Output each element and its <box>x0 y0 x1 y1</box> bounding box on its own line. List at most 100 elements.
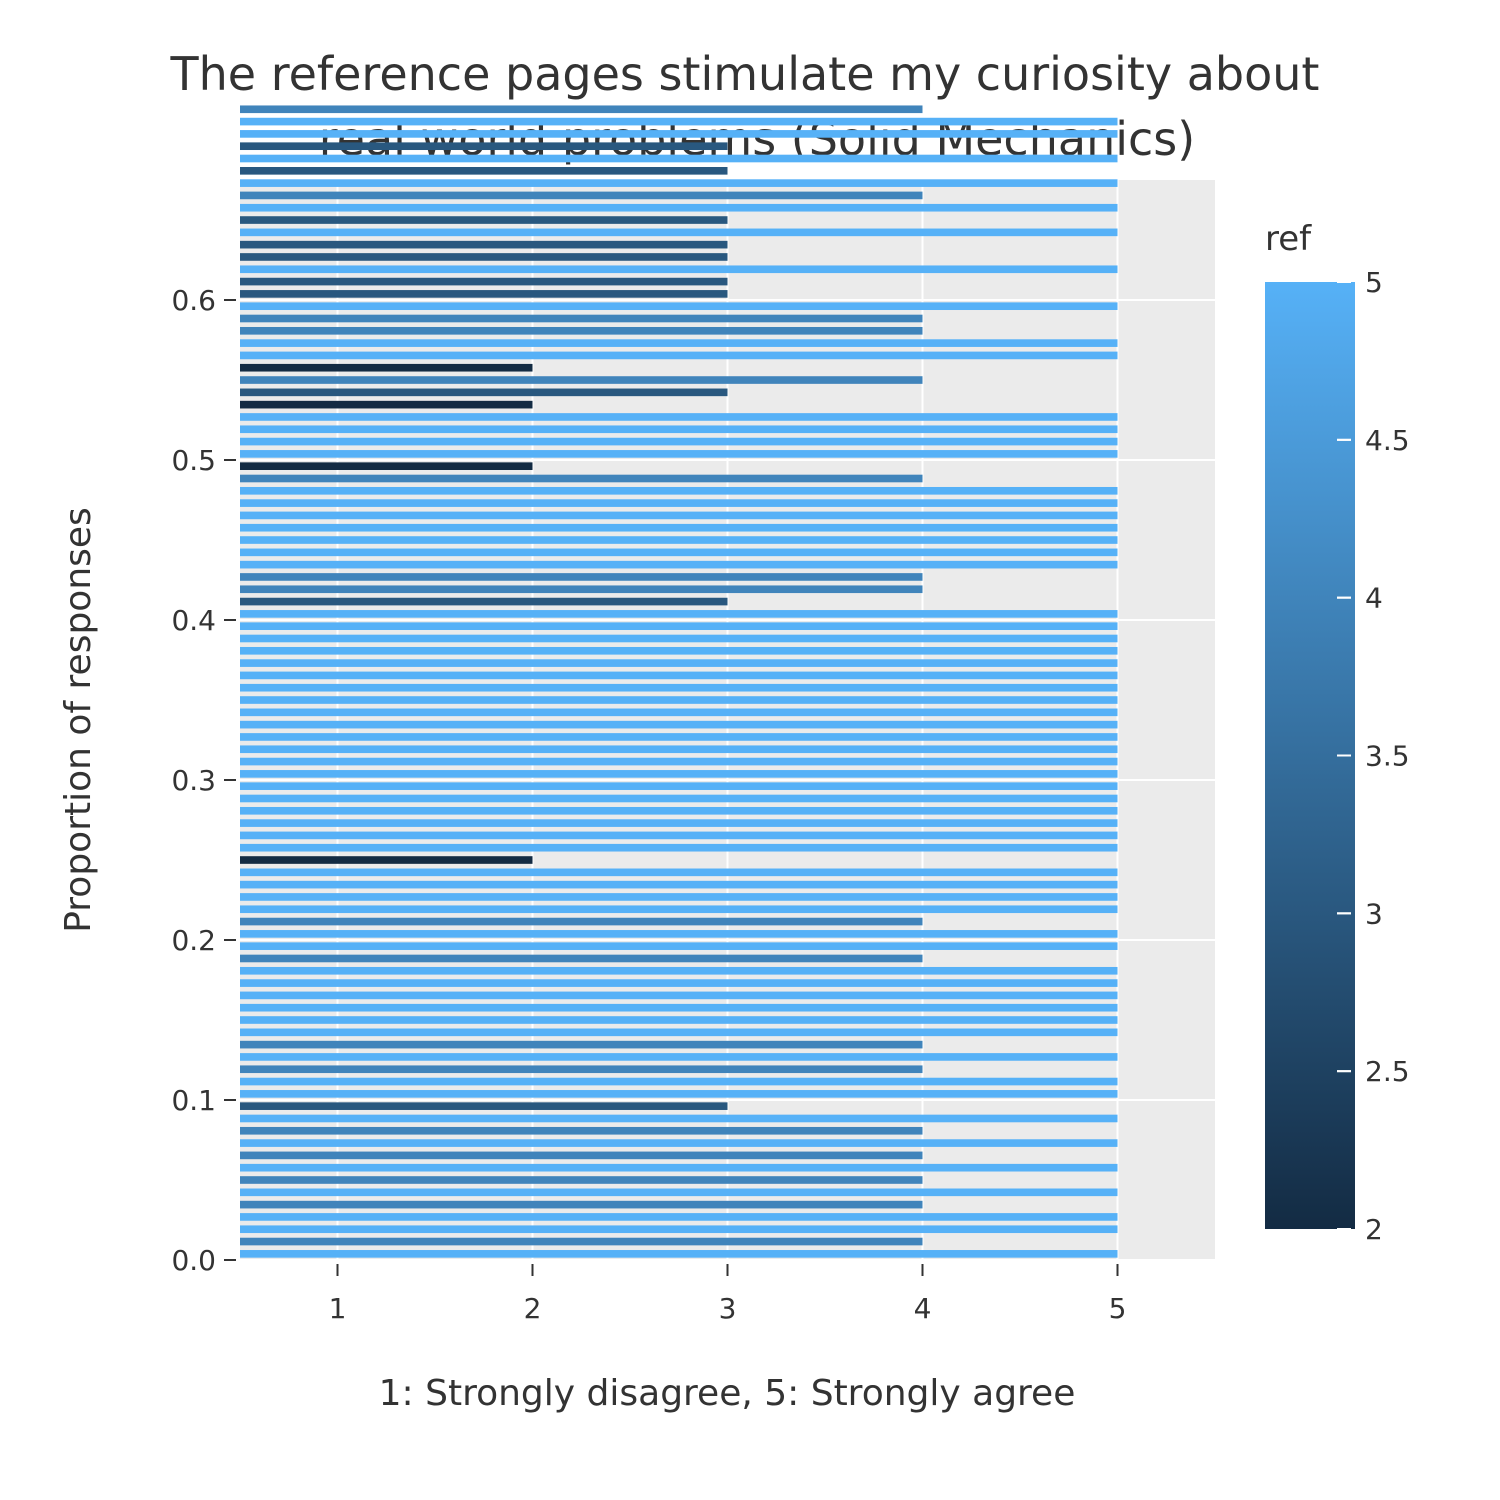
x-tick-label: 3 <box>719 1292 737 1325</box>
bar <box>240 536 1118 544</box>
bar <box>240 831 1118 840</box>
bar <box>240 770 1118 778</box>
bar <box>240 585 923 594</box>
x-tick-label: 1 <box>329 1292 347 1325</box>
bar <box>240 437 1118 446</box>
bar <box>240 1126 923 1135</box>
bar <box>240 745 1118 754</box>
x-tick-label: 5 <box>1109 1292 1127 1325</box>
bar <box>240 179 1118 187</box>
x-tick-label: 4 <box>914 1292 932 1325</box>
bar <box>240 1102 728 1110</box>
bar <box>240 843 1118 852</box>
bar <box>240 203 1118 212</box>
chart-title-line-1: The reference pages stimulate my curiosi… <box>170 47 1320 101</box>
bar <box>240 166 728 175</box>
bar <box>240 720 1118 729</box>
bar <box>240 216 728 224</box>
bars <box>240 105 1118 1258</box>
bar <box>240 339 1118 347</box>
bar <box>240 794 1118 803</box>
bar <box>240 868 1118 877</box>
bar <box>240 326 923 335</box>
bar <box>240 597 728 606</box>
bar <box>240 413 1118 421</box>
bar <box>240 1213 1118 1221</box>
bar <box>240 1200 923 1209</box>
bar <box>240 290 728 298</box>
bar <box>240 105 923 114</box>
bar <box>240 659 1118 667</box>
bar <box>240 622 1118 630</box>
bar <box>240 1003 1118 1012</box>
bar <box>240 671 1118 680</box>
bar <box>240 954 923 963</box>
bar <box>240 450 1118 458</box>
bar <box>240 462 533 471</box>
bar <box>240 351 1118 360</box>
bar <box>240 708 1118 717</box>
bar <box>240 1077 1118 1086</box>
bar <box>240 523 1118 532</box>
bar <box>240 1016 1118 1024</box>
bar <box>240 646 1118 655</box>
bar <box>240 905 1118 914</box>
bar <box>240 573 923 581</box>
bar <box>240 683 1118 692</box>
bar <box>240 474 923 483</box>
bar <box>240 117 1118 126</box>
bar <box>240 363 533 372</box>
bar <box>240 154 1118 163</box>
bar <box>240 486 1118 495</box>
bar <box>240 1250 1118 1258</box>
y-tick-label: 0.6 <box>171 284 216 317</box>
bar <box>240 880 1118 889</box>
bar <box>240 1040 923 1049</box>
bar <box>240 130 1118 138</box>
y-tick-label: 0.4 <box>171 604 216 637</box>
bar <box>240 733 1118 741</box>
legend-title: ref <box>1265 219 1312 259</box>
bar <box>240 1225 1118 1234</box>
y-axis-title: Proportion of responses <box>58 507 99 933</box>
bar <box>240 277 728 286</box>
legend-tick-label: 3.5 <box>1365 740 1410 773</box>
bar <box>240 240 728 249</box>
bar <box>240 991 1118 1000</box>
bar <box>240 930 1118 938</box>
bar <box>240 511 1118 520</box>
bar <box>240 1163 1118 1172</box>
bar <box>240 1065 923 1074</box>
color-legend: ref 2 2.5 3 3.5 4 4.5 5 <box>1265 219 1410 1246</box>
bar <box>240 142 728 151</box>
y-tick-label: 0.2 <box>171 924 216 957</box>
y-tick-label: 0.1 <box>171 1084 216 1117</box>
y-tick-label: 0.0 <box>171 1244 216 1277</box>
bar <box>240 1053 1118 1061</box>
bar <box>240 634 1118 643</box>
x-axis: 1 2 3 4 5 <box>329 1264 1127 1325</box>
bar <box>240 1237 923 1246</box>
y-axis: 0.0 0.1 0.2 0.3 0.4 0.5 0.6 <box>171 284 236 1277</box>
bar <box>240 265 1118 274</box>
bar <box>240 782 1118 790</box>
x-tick-label: 2 <box>524 1292 542 1325</box>
bar <box>240 942 1118 950</box>
bar <box>240 806 1118 815</box>
bar <box>240 917 923 926</box>
y-tick-label: 0.5 <box>171 444 216 477</box>
legend-tick-label: 2 <box>1365 1213 1383 1246</box>
bar <box>240 253 728 261</box>
bar <box>240 400 533 409</box>
bar <box>240 376 923 384</box>
bar <box>240 1151 923 1160</box>
bar <box>240 893 1118 901</box>
bar <box>240 388 728 397</box>
bar <box>240 757 1118 766</box>
y-tick-label: 0.3 <box>171 764 216 797</box>
bar <box>240 560 1118 569</box>
bar <box>240 228 1118 237</box>
bar <box>240 696 1118 704</box>
